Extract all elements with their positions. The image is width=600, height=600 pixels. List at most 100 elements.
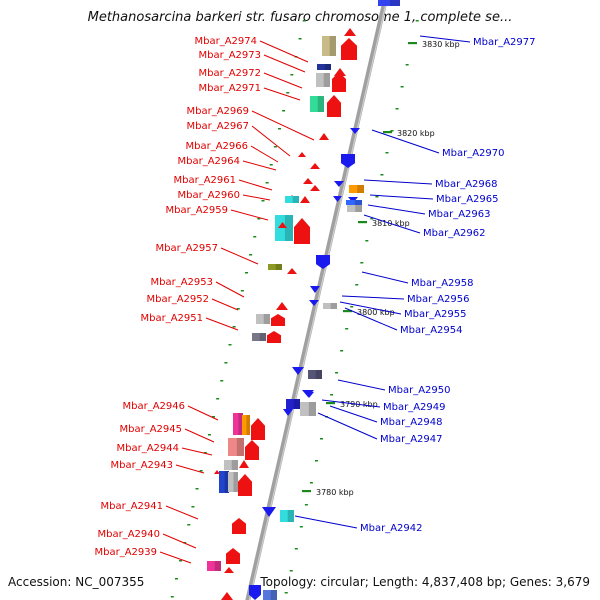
- gene-arrow: [271, 314, 285, 326]
- track-dot: [220, 380, 224, 382]
- label-leader-line: [361, 271, 409, 284]
- gene-label-left: Mbar_A2973: [198, 50, 261, 61]
- track-dot: [290, 74, 294, 76]
- gene-arrow: [232, 518, 246, 534]
- gene-arrow: [249, 585, 261, 600]
- label-leader-line: [369, 194, 434, 200]
- label-leader-line: [187, 405, 219, 421]
- gene-label-left: Mbar_A2964: [177, 156, 240, 167]
- label-leader-line: [263, 87, 301, 101]
- gene-label-right: Mbar_A2968: [435, 179, 498, 190]
- track-dot: [170, 596, 174, 598]
- label-leader-line: [321, 399, 381, 408]
- gene-label-left: Mbar_A2974: [194, 36, 257, 47]
- gene-label-left: Mbar_A2945: [119, 424, 182, 435]
- track-dot: [360, 262, 364, 264]
- gene-glyph: [228, 438, 244, 456]
- gene-arrow: [221, 592, 233, 600]
- label-leader-line: [238, 179, 273, 191]
- track-dot: [179, 560, 183, 562]
- gene-arrow: [287, 268, 297, 274]
- track-dot: [304, 504, 308, 506]
- track-dot: [261, 200, 265, 202]
- label-leader-line: [251, 125, 291, 157]
- gene-arrow: [310, 163, 320, 169]
- gene-arrow: [341, 154, 355, 168]
- track-dot: [309, 482, 313, 484]
- gene-arrow: [332, 72, 346, 92]
- gene-arrow: [334, 68, 346, 76]
- track-dot: [319, 438, 323, 440]
- gene-arrow: [251, 418, 265, 440]
- gene-arrow: [278, 222, 287, 228]
- gene-label-left: Mbar_A2943: [110, 460, 173, 471]
- gene-label-left: Mbar_A2969: [186, 106, 249, 117]
- gene-label-left: Mbar_A2959: [165, 205, 228, 216]
- gene-glyph: [378, 0, 400, 6]
- gene-glyph: [233, 413, 243, 435]
- track-dot: [299, 526, 303, 528]
- gene-label-right: Mbar_A2970: [442, 148, 505, 159]
- track-dot: [390, 130, 394, 132]
- gene-glyph: [310, 96, 324, 112]
- gene-glyph: [252, 333, 266, 341]
- gene-glyph: [346, 200, 362, 205]
- gene-glyph: [219, 471, 229, 493]
- gene-arrow: [276, 302, 288, 310]
- label-leader-line: [184, 428, 215, 443]
- map-title: Methanosarcina barkeri str. fusaro chrom…: [87, 10, 513, 25]
- gene-label-right: Mbar_A2948: [380, 417, 443, 428]
- gene-arrow: [309, 300, 319, 306]
- gene-label-left: Mbar_A2967: [186, 121, 249, 132]
- track-dot: [289, 570, 293, 572]
- tick-mark: [383, 131, 392, 134]
- gene-label-right: Mbar_A2958: [411, 278, 474, 289]
- gene-label-left: Mbar_A2952: [146, 294, 209, 305]
- gene-label-left: Mbar_A2971: [198, 83, 261, 94]
- track-dot: [400, 86, 404, 88]
- track-dot: [340, 350, 344, 352]
- gene-arrow: [304, 392, 314, 398]
- gene-arrow: [319, 133, 329, 140]
- track-dot: [212, 416, 216, 418]
- label-leader-line: [294, 515, 358, 529]
- track-dot: [302, 20, 306, 22]
- gene-label-left: Mbar_A2939: [94, 547, 157, 558]
- track-dot: [216, 398, 220, 400]
- label-leader-line: [159, 551, 192, 564]
- gene-glyph: [317, 64, 331, 70]
- track-dot: [265, 182, 269, 184]
- gene-glyph: [300, 402, 316, 416]
- gene-label-right: Mbar_A2965: [436, 194, 499, 205]
- tick-label: 3800 kbp: [357, 308, 395, 317]
- gene-glyph: [256, 314, 270, 324]
- gene-arrow: [245, 440, 259, 460]
- label-leader-line: [165, 505, 199, 520]
- gene-arrow: [224, 567, 234, 573]
- track-dot: [395, 108, 399, 110]
- gene-label-left: Mbar_A2951: [140, 313, 203, 324]
- gene-arrow: [238, 474, 252, 496]
- label-leader-line: [259, 40, 309, 63]
- gene-arrow: [333, 196, 342, 202]
- label-leader-line: [371, 129, 440, 154]
- label-leader-line: [317, 412, 378, 440]
- gene-label-left: Mbar_A2940: [97, 529, 160, 540]
- track-dot: [203, 452, 207, 454]
- label-leader-line: [220, 247, 259, 265]
- gene-glyph: [228, 472, 238, 492]
- gene-label-right: Mbar_A2954: [400, 325, 463, 336]
- label-leader-line: [329, 405, 378, 423]
- label-leader-line: [363, 214, 421, 234]
- track-dot: [187, 524, 191, 526]
- gene-arrow: [292, 367, 304, 375]
- track-dot: [191, 506, 195, 508]
- gene-arrow: [283, 409, 293, 416]
- track-dot: [269, 164, 273, 166]
- gene-arrow: [239, 460, 249, 468]
- label-leader-line: [339, 301, 402, 315]
- gene-arrow: [310, 286, 320, 293]
- gene-arrow: [214, 470, 220, 474]
- track-dot: [380, 174, 384, 176]
